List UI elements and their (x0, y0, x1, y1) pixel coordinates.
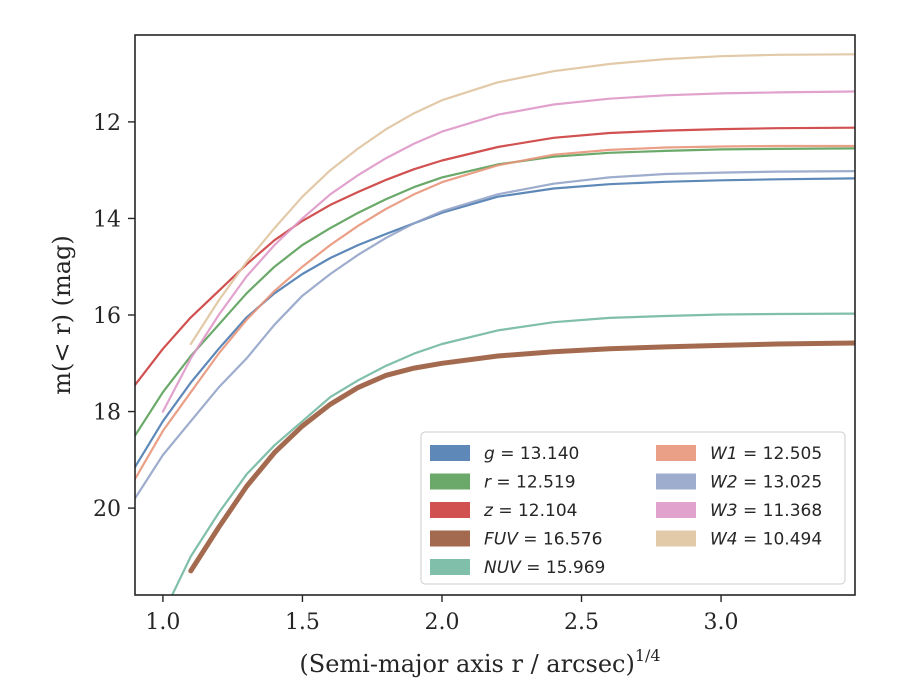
series-line-nuv (170, 312, 855, 595)
legend-label-w4: W4 = 10.494 (710, 530, 822, 550)
legend-label-g: g = 13.140 (484, 444, 579, 464)
legend-swatch-nuv (430, 559, 470, 575)
legend-label-z: z = 12.104 (483, 501, 577, 521)
legend-label-nuv: NUV = 15.969 (484, 558, 605, 578)
legend-swatch-w4 (656, 530, 696, 547)
series-line-w4 (189, 53, 855, 346)
series-line-w1 (135, 144, 855, 481)
x-tick-label: 2.0 (424, 610, 459, 635)
legend-swatch-r (430, 473, 470, 490)
y-tick-label: 18 (93, 401, 121, 426)
series-layer (135, 53, 855, 595)
legend-swatch-g (430, 445, 470, 461)
y-axis-label: m(< r) (mag) (48, 235, 76, 394)
y-tick-label: 12 (93, 111, 121, 136)
legend-swatch-fuv (430, 530, 470, 547)
legend-label-w3: W3 = 11.368 (710, 501, 822, 521)
series-line-r (135, 147, 855, 437)
x-axis-label: (Semi-major axis r / arcsec)1/4 (299, 646, 660, 678)
series-line-w3 (161, 90, 855, 413)
x-tick-label: 3.0 (704, 610, 739, 635)
x-tick-label: 2.5 (564, 610, 599, 635)
x-axis-label-text: (Semi-major axis r / arcsec) (299, 650, 634, 678)
series-line-w2 (135, 170, 855, 500)
y-axis: 12 14 16 18 20 (93, 111, 135, 522)
y-tick-label: 20 (93, 497, 121, 522)
legend-label-r: r = 12.519 (484, 473, 576, 493)
legend: g = 13.140 r = 12.519 z = 12.104 FUV = 16.5… (420, 431, 846, 585)
series-line-fuv (188, 340, 855, 574)
x-tick-label: 1.0 (145, 610, 180, 635)
y-tick-label: 16 (93, 304, 121, 329)
x-tick-label: 1.5 (285, 610, 320, 635)
legend-box (420, 431, 846, 585)
legend-swatch-w3 (656, 502, 696, 518)
legend-label-w1: W1 = 12.505 (710, 444, 822, 464)
x-axis-label-exponent: 1/4 (635, 646, 661, 665)
legend-swatch-w2 (656, 473, 696, 490)
legend-label-fuv: FUV = 16.576 (484, 530, 602, 550)
legend-swatch-w1 (656, 445, 696, 461)
x-axis: 1.0 1.5 2.0 2.5 3.0 (145, 595, 739, 635)
series-line-z (135, 126, 855, 387)
y-tick-label: 14 (93, 207, 121, 232)
legend-label-w2: W2 = 13.025 (710, 473, 822, 493)
legend-swatch-z (430, 502, 470, 518)
series-line-g (135, 177, 855, 469)
